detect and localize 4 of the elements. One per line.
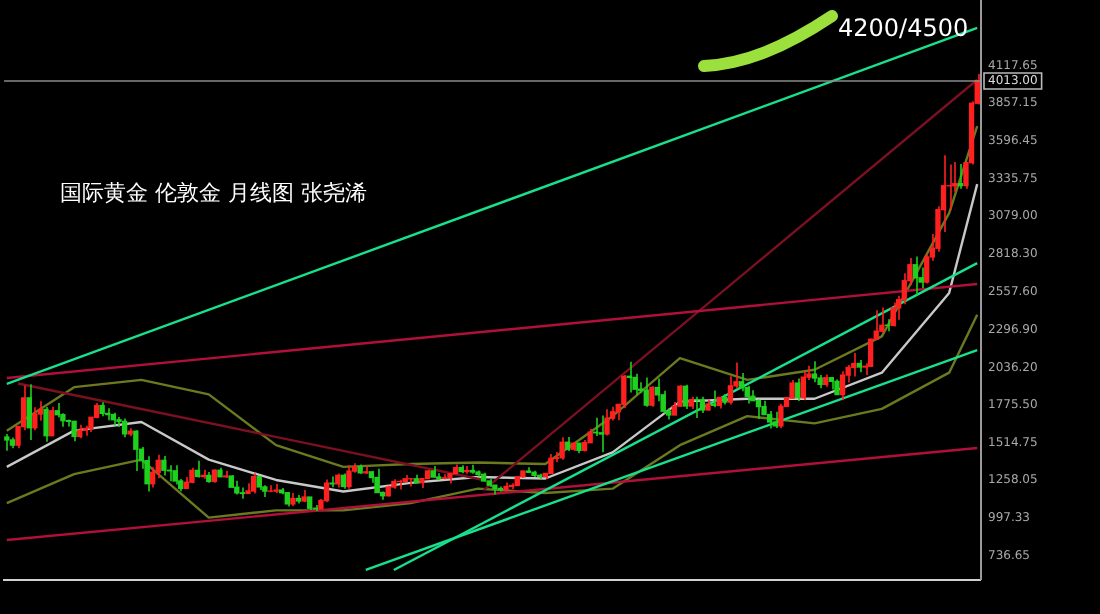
candlestick [329,475,335,489]
text: 国际黄金 伦敦金 月线图 张尧浠 [60,179,367,206]
annotation: 4200/4500 [838,14,969,43]
candlestick [273,483,279,494]
